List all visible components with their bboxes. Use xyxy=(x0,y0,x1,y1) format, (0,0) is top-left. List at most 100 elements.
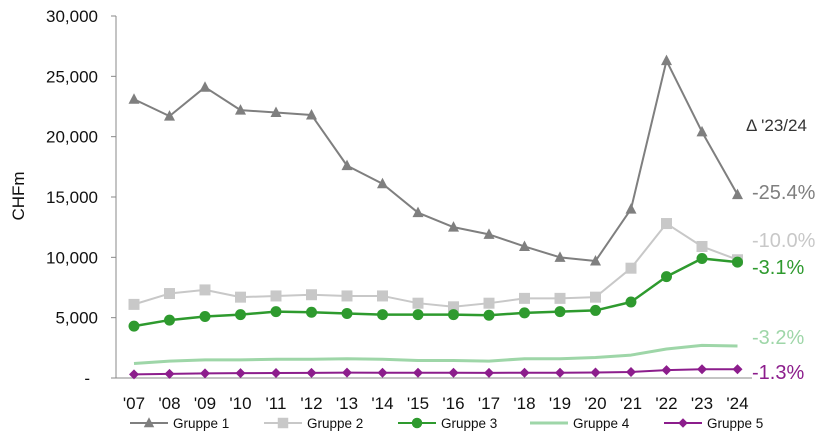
data-point xyxy=(590,367,601,378)
x-axis: '07 '08 '09 '10 '11 '12 '13 '14 '15 '16 '17 '18 '19 '… xyxy=(116,377,752,413)
data-point xyxy=(696,253,708,265)
y-tick-label: 5,000 xyxy=(55,309,98,328)
x-tick-label: '20 xyxy=(584,394,606,413)
data-point xyxy=(341,290,353,302)
data-point xyxy=(164,368,175,379)
data-point xyxy=(164,314,175,326)
data-point xyxy=(411,417,423,429)
y-axis: - 5,000 10,000 15,000 20,000 25,000 30,000 xyxy=(46,7,117,388)
data-point xyxy=(200,368,210,379)
data-point xyxy=(270,306,282,318)
data-point xyxy=(164,110,175,121)
data-point xyxy=(625,262,637,274)
x-tick-label: '07 xyxy=(123,394,145,413)
x-tick-label: '24 xyxy=(726,394,748,413)
legend-item: Gruppe 4 xyxy=(530,416,630,431)
data-point xyxy=(590,254,601,266)
x-tick-label: '21 xyxy=(620,394,642,413)
data-point xyxy=(412,206,424,218)
data-point xyxy=(128,320,140,332)
data-point xyxy=(519,240,530,251)
data-point xyxy=(277,417,289,429)
data-point xyxy=(484,367,494,378)
x-tick-label: '11 xyxy=(266,394,287,413)
delta-label: -1.3% xyxy=(752,362,804,384)
y-tick-label: 25,000 xyxy=(46,67,98,86)
legend-label: Gruppe 1 xyxy=(173,416,229,431)
series-line xyxy=(133,222,738,308)
data-point xyxy=(519,367,530,378)
series-line xyxy=(133,343,738,366)
data-point xyxy=(342,367,352,378)
x-tick-label: '15 xyxy=(407,394,429,413)
data-point xyxy=(661,271,672,283)
series-2 xyxy=(128,218,743,313)
legend-item: Gruppe 1 xyxy=(130,416,229,431)
delta-label: -3.1% xyxy=(752,257,804,279)
x-tick-label: '10 xyxy=(229,394,251,413)
data-point xyxy=(732,188,743,200)
data-point xyxy=(554,292,566,304)
data-point xyxy=(448,309,459,321)
data-point xyxy=(448,221,459,232)
delta-label: -25.4% xyxy=(752,182,816,204)
x-tick-label: '22 xyxy=(655,394,677,413)
data-point xyxy=(341,307,353,319)
data-point xyxy=(377,309,388,321)
delta-label: -10.0% xyxy=(752,230,816,252)
data-point xyxy=(696,125,708,137)
x-tick-label: '12 xyxy=(300,394,322,413)
series-line xyxy=(133,59,739,262)
y-tick-label: 20,000 xyxy=(46,128,98,147)
data-point xyxy=(625,203,637,214)
data-point xyxy=(377,177,388,189)
series-1 xyxy=(128,54,743,266)
data-point xyxy=(128,298,140,310)
delta-label: -3.2% xyxy=(752,327,804,349)
data-point xyxy=(483,297,495,309)
legend-item: Gruppe 5 xyxy=(664,416,763,431)
data-point xyxy=(661,218,672,230)
data-point xyxy=(129,369,139,380)
data-point xyxy=(554,251,566,262)
data-point xyxy=(626,366,636,377)
x-tick-label: '13 xyxy=(336,394,358,413)
data-point xyxy=(199,284,211,296)
data-point xyxy=(341,159,353,171)
data-point xyxy=(271,368,281,379)
data-point xyxy=(555,367,565,378)
legend-item: Gruppe 3 xyxy=(398,416,497,431)
data-point xyxy=(270,106,282,118)
data-point xyxy=(697,364,707,375)
data-point xyxy=(306,367,317,378)
x-tick-label: '17 xyxy=(478,394,500,413)
data-point xyxy=(448,301,459,313)
data-point xyxy=(412,309,424,321)
data-point xyxy=(519,292,530,304)
data-point xyxy=(732,256,743,268)
data-point xyxy=(590,304,601,316)
data-point xyxy=(661,365,672,376)
legend: Gruppe 1 Gruppe 2 Gruppe 3 Gruppe 4 Gruppe 5 xyxy=(130,416,763,431)
data-point xyxy=(519,307,530,319)
legend-label: Gruppe 3 xyxy=(441,416,497,431)
plot-area xyxy=(128,54,743,380)
data-point xyxy=(625,296,637,308)
x-tick-label: '09 xyxy=(194,394,216,413)
y-tick-label: 30,000 xyxy=(46,7,98,26)
data-point xyxy=(483,309,495,321)
series-5 xyxy=(129,364,743,380)
data-point xyxy=(448,367,459,378)
data-point xyxy=(143,417,155,428)
data-point xyxy=(661,54,672,66)
y-axis-label: CHFm xyxy=(9,171,28,220)
y-tick-label: 10,000 xyxy=(46,248,98,267)
y-tick-label: - xyxy=(84,369,90,388)
x-tick-label: '08 xyxy=(158,394,180,413)
data-point xyxy=(235,291,246,303)
legend-label: Gruppe 2 xyxy=(307,416,363,431)
data-point xyxy=(554,306,566,318)
data-point xyxy=(164,288,175,300)
data-point xyxy=(483,228,495,239)
